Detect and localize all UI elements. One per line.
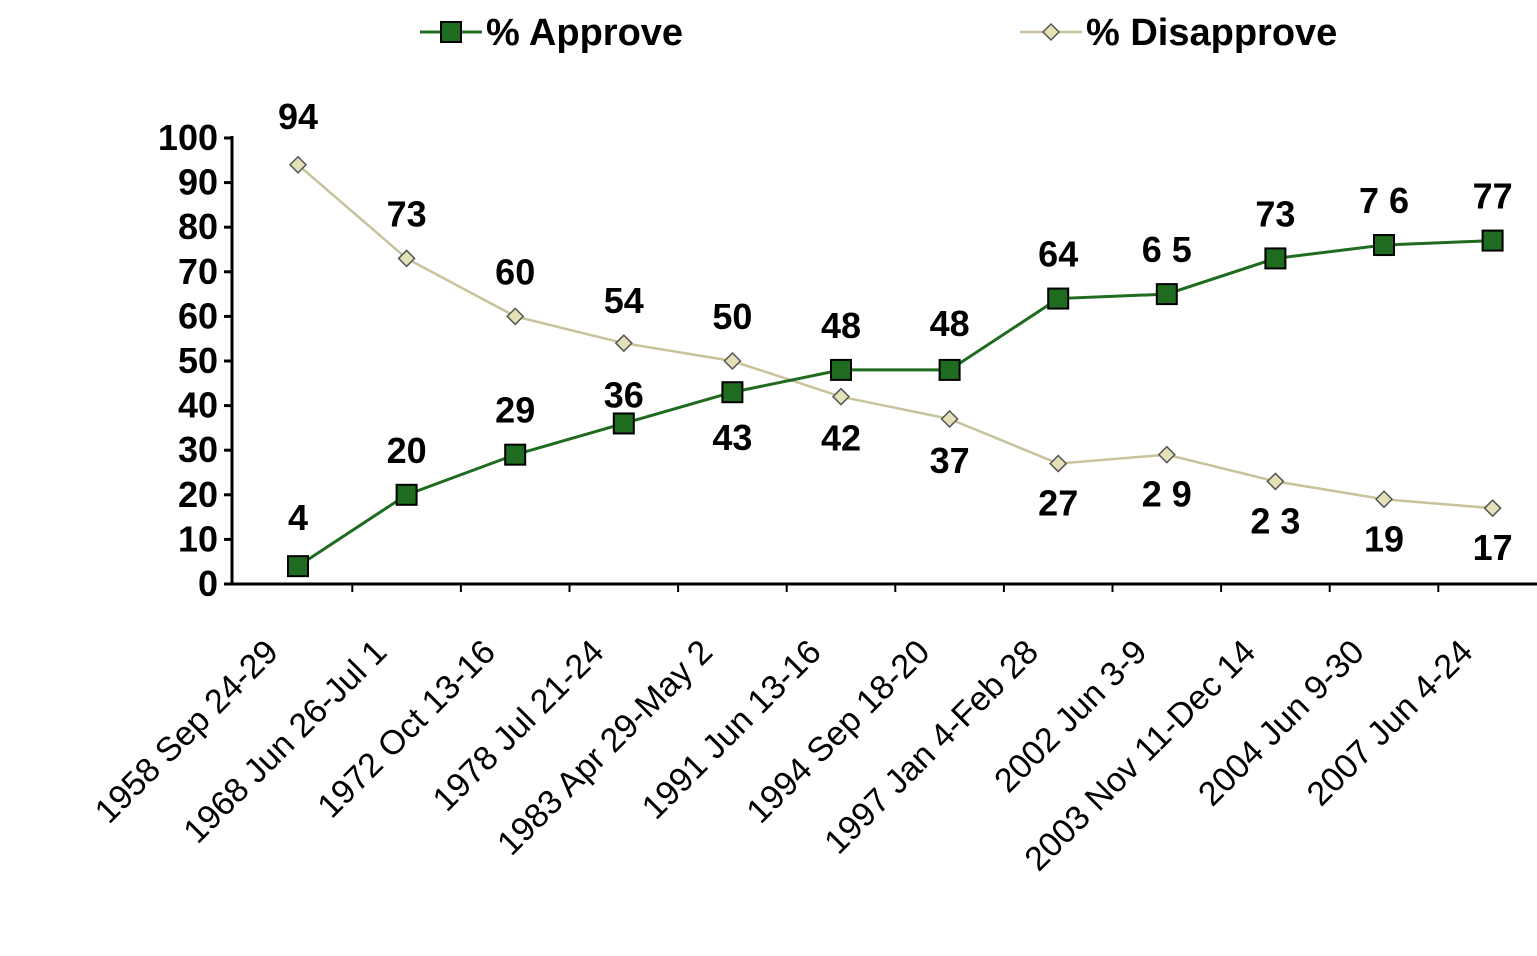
x-tick-label: 1958 Sep 24-29 [88, 633, 286, 831]
y-tick-label: 70 [178, 251, 218, 292]
disapprove-data-label: 17 [1473, 527, 1513, 568]
legend-approve-marker [440, 21, 462, 43]
disapprove-data-label: 94 [278, 96, 318, 137]
legend: % Approve % Disapprove [420, 12, 1337, 54]
y-tick-label: 10 [178, 518, 218, 559]
y-tick-label: 50 [178, 340, 218, 381]
disapprove-point [1049, 454, 1068, 473]
approve-point [504, 443, 527, 466]
disapprove-point [1374, 490, 1394, 509]
approve-data-label: 73 [1255, 193, 1295, 234]
disapprove-data-label: 73 [387, 193, 427, 234]
markers [287, 155, 1504, 578]
approve-point [830, 358, 852, 381]
x-tick-label: 1994 Sep 18-20 [739, 633, 937, 831]
y-tick-label: 100 [158, 117, 218, 158]
approve-data-label: 64 [1038, 234, 1078, 275]
y-tick-label: 0 [198, 563, 218, 604]
y-tick-label: 60 [178, 295, 218, 336]
approve-point [287, 555, 309, 578]
y-tick-label: 80 [178, 206, 218, 247]
approve-point [1155, 283, 1178, 306]
disapprove-data-label: 37 [930, 440, 970, 481]
disapprove-data-label: 50 [712, 296, 752, 337]
disapprove-point [1266, 472, 1285, 491]
approve-point [721, 381, 744, 404]
approve-point [1264, 247, 1287, 270]
series-lines [297, 163, 1493, 568]
disapprove-data-label: 2 3 [1250, 500, 1300, 541]
disapprove-point [506, 307, 525, 326]
legend-disapprove-label: % Disapprove [1086, 12, 1337, 54]
y-tick-label: 90 [178, 162, 218, 203]
approve-data-label: 29 [495, 390, 535, 431]
disapprove-point [940, 409, 959, 429]
disapprove-data-label: 42 [821, 418, 861, 459]
disapprove-point [723, 351, 742, 371]
approve-point [612, 412, 635, 435]
approve-data-label: 7 6 [1359, 180, 1409, 221]
x-tick-label: 1968 Jun 26-Jul 1 [176, 633, 394, 851]
y-tick-label: 40 [178, 385, 218, 426]
disapprove-point [614, 334, 633, 353]
disapprove-point [1157, 445, 1176, 464]
approve-point [1047, 287, 1070, 310]
disapprove-line [297, 163, 1493, 510]
legend-disapprove-marker [1041, 22, 1061, 42]
approve-data-label: 6 5 [1142, 229, 1192, 270]
approve-data-label: 48 [930, 303, 970, 344]
disapprove-data-label: 54 [604, 280, 644, 321]
disapprove-point [397, 249, 416, 268]
approve-point [938, 358, 961, 381]
y-tick-label: 30 [178, 429, 218, 470]
disapprove-point [1483, 499, 1502, 518]
disapprove-data-label: 2 9 [1142, 474, 1192, 515]
x-tick-label: 1997 Jan 4-Feb 28 [817, 633, 1046, 862]
approve-point [1481, 229, 1504, 252]
approve-point [395, 483, 418, 506]
approve-data-label: 48 [821, 305, 861, 346]
disapprove-data-label: 60 [495, 251, 535, 292]
approve-point [1373, 234, 1395, 257]
approve-line [297, 239, 1493, 568]
approve-data-label: 36 [604, 374, 644, 415]
data-labels: 4 94 20 73 29 60 36 54 43 50 48 42 48 37 64 27 6 5 2 9 73 2… [278, 96, 1513, 568]
disapprove-data-label: 19 [1364, 518, 1404, 559]
approve-data-label: 43 [712, 417, 752, 458]
y-tick-label: 20 [178, 474, 218, 515]
approve-data-label: 4 [288, 497, 308, 538]
legend-approve-label: % Approve [486, 12, 683, 54]
disapprove-point [288, 155, 308, 174]
approve-data-label: 77 [1473, 176, 1513, 217]
disapprove-point [831, 387, 851, 406]
approve-data-label: 20 [387, 430, 427, 471]
disapprove-data-label: 27 [1038, 483, 1078, 524]
